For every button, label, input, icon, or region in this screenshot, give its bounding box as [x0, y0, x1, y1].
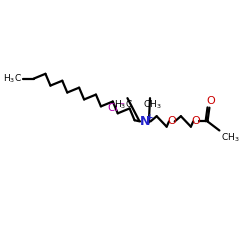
- Text: +: +: [146, 113, 153, 122]
- Text: O: O: [168, 116, 176, 126]
- Text: O: O: [206, 96, 215, 106]
- Text: CH$_3$: CH$_3$: [220, 132, 239, 144]
- Text: O: O: [192, 116, 200, 126]
- Text: CH$_3$: CH$_3$: [143, 99, 162, 111]
- Text: Cl$^-$: Cl$^-$: [107, 101, 126, 113]
- Text: H$_3$C: H$_3$C: [3, 72, 22, 85]
- Text: N: N: [140, 115, 150, 128]
- Text: H$_3$C: H$_3$C: [114, 99, 133, 111]
